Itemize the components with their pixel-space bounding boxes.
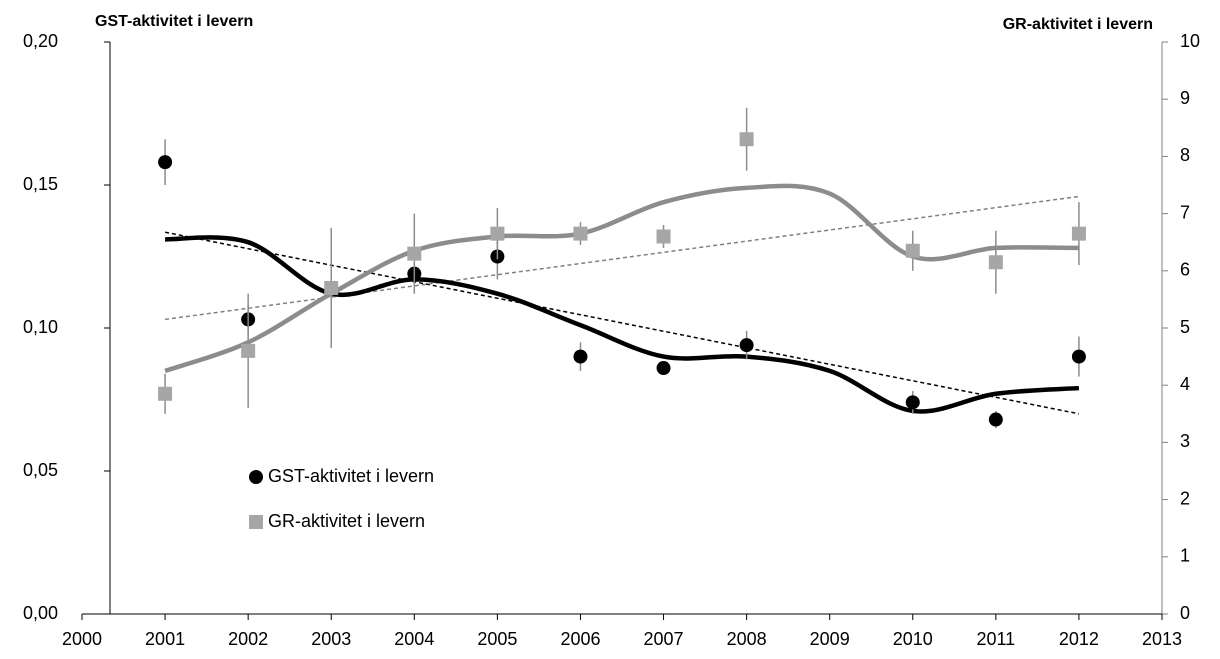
legend-label: GR-aktivitet i levern bbox=[268, 511, 425, 531]
y-tick-label: 0,05 bbox=[23, 460, 58, 480]
x-tick-label: 2005 bbox=[477, 629, 517, 649]
y-tick-label: 0,00 bbox=[23, 603, 58, 623]
data-point bbox=[573, 226, 588, 241]
y2-tick-label: 0 bbox=[1180, 603, 1190, 623]
data-point bbox=[490, 226, 505, 241]
trend-line bbox=[164, 231, 1080, 415]
y2-tick-label: 6 bbox=[1180, 260, 1190, 280]
data-point bbox=[324, 280, 339, 295]
y-axis-title: GST-aktivitet i levern bbox=[95, 13, 253, 30]
x-tick-label: 2007 bbox=[644, 629, 684, 649]
x-tick-label: 2012 bbox=[1059, 629, 1099, 649]
data-point bbox=[158, 155, 173, 170]
y2-axis-title: GR-aktivitet i levern bbox=[1003, 16, 1153, 33]
legend-label: GST-aktivitet i levern bbox=[268, 466, 434, 486]
data-point bbox=[988, 255, 1003, 270]
x-tick-label: 2002 bbox=[228, 629, 268, 649]
y2-tick-label: 1 bbox=[1180, 546, 1190, 566]
y2-tick-label: 9 bbox=[1180, 88, 1190, 108]
y2-tick-label: 5 bbox=[1180, 317, 1190, 337]
x-tick-label: 2001 bbox=[145, 629, 185, 649]
y2-tick-label: 3 bbox=[1180, 431, 1190, 451]
y2-tick-label: 4 bbox=[1180, 374, 1190, 394]
y-tick-label: 0,15 bbox=[23, 174, 58, 194]
y2-tick-label: 8 bbox=[1180, 145, 1190, 165]
x-tick-label: 2006 bbox=[560, 629, 600, 649]
data-point bbox=[1071, 226, 1086, 241]
x-tick-label: 2009 bbox=[810, 629, 850, 649]
y-tick-label: 0,10 bbox=[23, 317, 58, 337]
data-point bbox=[573, 349, 588, 364]
smooth-line bbox=[165, 235, 1080, 414]
x-tick-label: 2011 bbox=[976, 629, 1015, 649]
x-tick-label: 2008 bbox=[727, 629, 767, 649]
legend-marker bbox=[249, 515, 263, 529]
x-tick-label: 2004 bbox=[394, 629, 434, 649]
x-tick-label: 2013 bbox=[1142, 629, 1182, 649]
data-point bbox=[241, 343, 256, 358]
data-point bbox=[905, 243, 920, 258]
data-point bbox=[656, 361, 671, 376]
y2-tick-label: 2 bbox=[1180, 488, 1190, 508]
data-point bbox=[739, 132, 754, 147]
data-point bbox=[158, 386, 173, 401]
data-point bbox=[1071, 349, 1086, 364]
data-point bbox=[739, 338, 754, 353]
y2-tick-label: 10 bbox=[1180, 31, 1200, 51]
legend-marker bbox=[249, 470, 263, 484]
x-tick-label: 2000 bbox=[62, 629, 102, 649]
data-point bbox=[905, 395, 920, 410]
data-point bbox=[988, 412, 1003, 427]
data-point bbox=[656, 229, 671, 244]
smooth-line bbox=[164, 183, 1079, 374]
x-tick-label: 2003 bbox=[311, 629, 351, 649]
y-tick-label: 0,20 bbox=[23, 31, 58, 51]
data-point bbox=[407, 246, 422, 261]
y2-tick-label: 7 bbox=[1180, 202, 1190, 222]
x-tick-label: 2010 bbox=[893, 629, 933, 649]
